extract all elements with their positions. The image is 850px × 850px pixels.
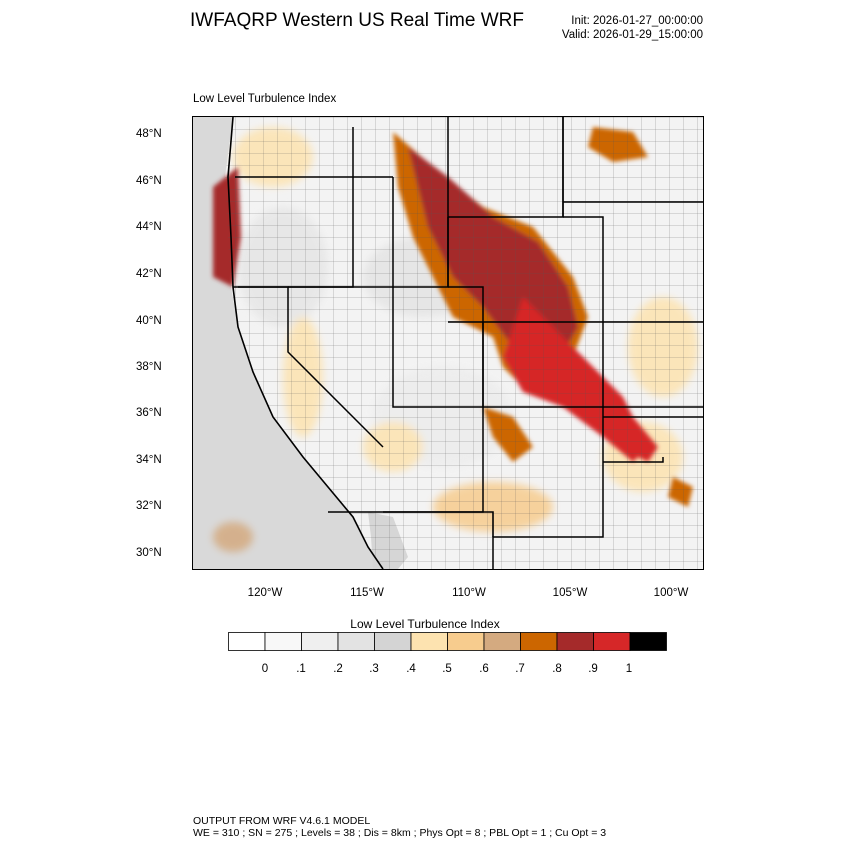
colorbar-label: .3 bbox=[369, 663, 379, 675]
colorbar bbox=[228, 632, 667, 651]
lat-label: 32°N bbox=[136, 500, 162, 512]
colorbar-swatch bbox=[374, 632, 412, 651]
colorbar-swatch bbox=[410, 632, 448, 651]
lat-label: 30°N bbox=[136, 547, 162, 559]
lon-label: 105°W bbox=[552, 587, 588, 599]
lat-label: 48°N bbox=[136, 128, 162, 140]
colorbar-swatch bbox=[337, 632, 375, 651]
colorbar-swatch bbox=[228, 632, 266, 651]
colorbar-title: Low Level Turbulence Index bbox=[350, 617, 500, 631]
time-info: Init: 2026-01-27_00:00:00 Valid: 2026-01… bbox=[540, 14, 703, 42]
lon-label: 100°W bbox=[653, 587, 689, 599]
lat-label: 40°N bbox=[136, 315, 162, 327]
colorbar-label: 0 bbox=[261, 663, 269, 675]
colorbar-swatch bbox=[301, 632, 339, 651]
lat-label: 36°N bbox=[136, 407, 162, 419]
lat-label: 46°N bbox=[136, 175, 162, 187]
colorbar-label: .1 bbox=[296, 663, 306, 675]
colorbar-swatch bbox=[593, 632, 631, 651]
colorbar-swatch bbox=[483, 632, 521, 651]
colorbar-label: .2 bbox=[333, 663, 343, 675]
init-time: Init: 2026-01-27_00:00:00 bbox=[571, 15, 703, 27]
colorbar-swatch bbox=[629, 632, 667, 651]
colorbar-label: .4 bbox=[406, 663, 416, 675]
map-subtitle: Low Level Turbulence Index bbox=[193, 93, 337, 105]
lon-label: 110°W bbox=[452, 587, 486, 599]
colorbar-swatch bbox=[264, 632, 302, 651]
valid-time: Valid: 2026-01-29_15:00:00 bbox=[561, 29, 703, 41]
lat-label: 44°N bbox=[136, 221, 162, 233]
colorbar-label: .9 bbox=[588, 663, 598, 675]
colorbar-label: .8 bbox=[552, 663, 562, 675]
colorbar-label: .5 bbox=[442, 663, 452, 675]
coastline bbox=[227, 117, 494, 569]
map-svg bbox=[193, 117, 703, 569]
county-boundaries bbox=[225, 117, 703, 569]
footer-model: OUTPUT FROM WRF V4.6.1 MODEL bbox=[193, 815, 371, 827]
lat-label: 34°N bbox=[136, 454, 162, 466]
footer-config: WE = 310 ; SN = 275 ; Levels = 38 ; Dis … bbox=[193, 827, 607, 839]
lon-label: 120°W bbox=[247, 587, 283, 599]
plot-title: IWFAQRP Western US Real Time WRF bbox=[190, 10, 524, 31]
colorbar-label: .7 bbox=[515, 663, 525, 675]
colorbar-swatch bbox=[520, 632, 558, 651]
lat-label: 38°N bbox=[136, 361, 162, 373]
turbulence-map bbox=[192, 116, 704, 570]
lat-label: 42°N bbox=[136, 268, 162, 280]
colorbar-label: 1 bbox=[625, 663, 633, 675]
colorbar-label: .6 bbox=[479, 663, 489, 675]
lon-label: 115°W bbox=[350, 587, 384, 599]
colorbar-swatch bbox=[556, 632, 594, 651]
colorbar-swatch bbox=[447, 632, 485, 651]
